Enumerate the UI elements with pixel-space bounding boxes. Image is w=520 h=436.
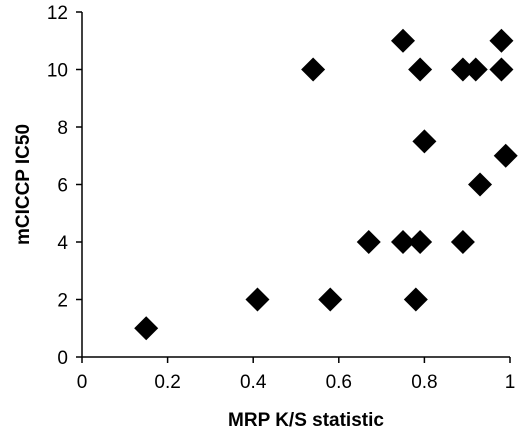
y-tick-label: 12 — [47, 3, 68, 24]
data-point — [245, 287, 270, 312]
data-point — [493, 143, 518, 168]
x-tick-label: 0.8 — [411, 372, 437, 393]
y-tick-label: 2 — [57, 291, 68, 312]
y-tick-label: 8 — [57, 118, 68, 139]
data-point — [412, 129, 437, 154]
axes — [81, 12, 510, 358]
data-point — [134, 316, 159, 341]
y-tick-label: 6 — [57, 176, 68, 197]
data-point — [489, 57, 514, 82]
data-point — [318, 287, 343, 312]
x-tick-label: 0.2 — [154, 372, 180, 393]
data-point — [391, 230, 415, 254]
data-point — [391, 28, 415, 53]
data-point — [301, 57, 326, 82]
x-tick-label: 1 — [505, 372, 516, 393]
data-point — [450, 230, 475, 254]
x-tick-label: 0 — [77, 372, 88, 393]
x-ticks: 0 0.2 0.4 0.6 0.8 1 — [77, 357, 516, 393]
data-point — [468, 172, 493, 197]
y-tick-label: 4 — [57, 233, 68, 254]
x-tick-label: 0.6 — [326, 372, 352, 393]
y-ticks: 0 2 4 6 8 10 12 — [47, 3, 82, 369]
data-points — [134, 28, 518, 341]
x-tick-label: 0.4 — [240, 372, 267, 393]
data-point — [356, 230, 381, 254]
data-point — [463, 57, 488, 82]
data-point — [408, 57, 433, 82]
y-tick-label: 10 — [47, 61, 68, 82]
data-point — [403, 287, 428, 312]
y-tick-label: 0 — [57, 348, 68, 369]
data-point — [450, 57, 475, 82]
data-point — [408, 230, 433, 254]
data-point — [489, 28, 514, 53]
x-axis-label: MRP K/S statistic — [228, 410, 384, 431]
y-axis-label: mCICCP IC50 — [13, 124, 34, 245]
